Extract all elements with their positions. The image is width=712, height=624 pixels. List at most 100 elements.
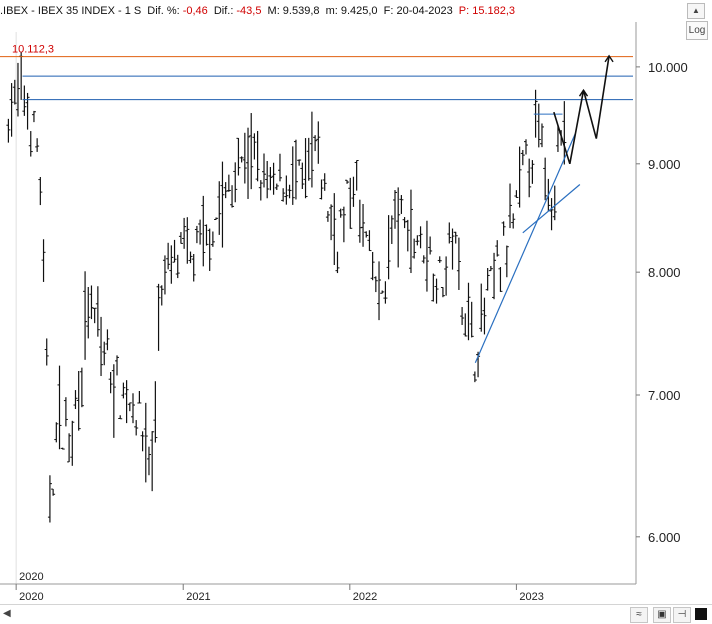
ohlc-bar (60, 447, 65, 450)
ohlc-bar (479, 283, 484, 332)
ohlc-bar (325, 210, 330, 222)
ohlc-bar (523, 139, 528, 155)
ohlc-bar (313, 135, 318, 152)
ohlc-bar (25, 92, 30, 130)
ohlc-bar (335, 251, 340, 274)
ohlc-bar (453, 231, 458, 244)
log-scale-button[interactable]: Log (686, 21, 708, 40)
ohlc-bar (463, 313, 468, 337)
ohlc-bar (517, 146, 522, 208)
ohlc-bar (319, 179, 324, 200)
ohlc-bar (95, 286, 100, 337)
ohlc-bar (261, 153, 266, 188)
dif-pct-value: -0,46 (182, 5, 208, 17)
ohlc-bar (527, 158, 532, 198)
ohlc-bar (338, 208, 343, 218)
ohlc-bar (54, 422, 59, 443)
wave-icon[interactable]: ≈ (630, 607, 648, 623)
ohlc-bar (511, 213, 516, 229)
ohlc-bar (70, 420, 75, 466)
ohlc-bar (277, 153, 282, 182)
ohlc-bar (265, 161, 270, 199)
ohlc-bar (444, 256, 449, 296)
dif-pct-label: Dif. %: (147, 5, 180, 17)
ohlc-bar (121, 382, 126, 399)
ohlc-bar (469, 301, 474, 338)
year-marker-label: 2020 (19, 571, 43, 583)
ohlc-bar (466, 282, 471, 341)
ohlc-bar (130, 393, 135, 424)
ohlc-bar (508, 183, 513, 229)
ohlc-bar (271, 162, 276, 195)
ohlc-bar (536, 103, 541, 148)
ohlc-bar (12, 79, 17, 105)
ohlc-bar (539, 123, 544, 148)
ohlc-bar (41, 239, 46, 282)
ohlc-bar (370, 251, 375, 281)
scroll-up-icon[interactable]: ▲ (687, 3, 705, 19)
ohlc-bar (178, 232, 183, 244)
ohlc-bars (6, 52, 567, 523)
ohlc-bar (405, 219, 410, 252)
ohlc-bar (293, 139, 298, 200)
y-tick-label: 9.000 (648, 157, 681, 172)
ohlc-bar (22, 85, 27, 116)
ohlc-bar (421, 255, 426, 264)
ohlc-bar (188, 251, 193, 264)
max-label: M: 9.539,8 (267, 5, 320, 17)
scroll-left-icon[interactable]: ◀ (3, 608, 11, 619)
ohlc-bar (83, 271, 88, 360)
ohlc-bar (118, 415, 123, 420)
ohlc-bar (316, 121, 321, 164)
ohlc-bar (223, 182, 228, 199)
ohlc-bar (239, 156, 244, 163)
p-value: 15.182,3 (472, 5, 516, 17)
ohlc-bar (169, 245, 174, 284)
ohlc-bar (9, 83, 14, 137)
ohlc-bar (220, 161, 225, 248)
ohlc-bar (175, 254, 180, 279)
pin-icon[interactable]: ⊣ (673, 607, 691, 623)
ohlc-bar (115, 355, 120, 376)
ohlc-bar (242, 132, 247, 184)
y-tick-label: 10.000 (648, 60, 688, 75)
ohlc-bar (214, 217, 219, 220)
ohlc-bar (57, 365, 62, 450)
ohlc-bar (482, 297, 487, 335)
projection-arrowhead (578, 88, 589, 97)
ohlc-bar (156, 283, 161, 351)
date-label: F: 20-04-2023 (383, 5, 453, 17)
ohlc-bar (485, 268, 490, 291)
ohlc-bar (408, 189, 413, 274)
bottom-toolbar: ◀ ≈ ▣ ⊣ (0, 604, 712, 624)
ohlc-bar (201, 195, 206, 267)
ohlc-bar (134, 420, 139, 436)
ohlc-bar (361, 203, 366, 247)
ohlc-bar (268, 167, 273, 191)
ohlc-bar (322, 173, 327, 191)
ohlc-bar (303, 138, 308, 199)
ohlc-bar (143, 402, 148, 483)
ohlc-bar (146, 446, 151, 476)
ohlc-bar (191, 253, 196, 282)
ohlc-bar (124, 380, 129, 424)
ohlc-bar (345, 179, 350, 184)
ohlc-bar (51, 488, 56, 496)
ohlc-bar (552, 185, 557, 221)
ohlc-bar (373, 276, 378, 293)
ohlc-bar (341, 206, 346, 243)
ohlc-bar (99, 316, 104, 377)
ohlc-bar (543, 157, 548, 201)
ohlc-bar (504, 245, 509, 278)
ohlc-bar (15, 62, 20, 117)
min-label: m: 9.425,0 (325, 5, 378, 17)
ohlc-bar (108, 372, 113, 394)
ohlc-bar (6, 118, 11, 143)
quote-header: .IBEX - IBEX 35 INDEX - 1 S Dif. %: -0,46… (0, 0, 712, 22)
ohlc-bar (172, 239, 177, 263)
color-swatch-icon[interactable] (695, 608, 707, 620)
ohlc-bar (351, 176, 356, 207)
save-icon[interactable]: ▣ (653, 607, 671, 623)
ohlc-bar (246, 127, 251, 199)
